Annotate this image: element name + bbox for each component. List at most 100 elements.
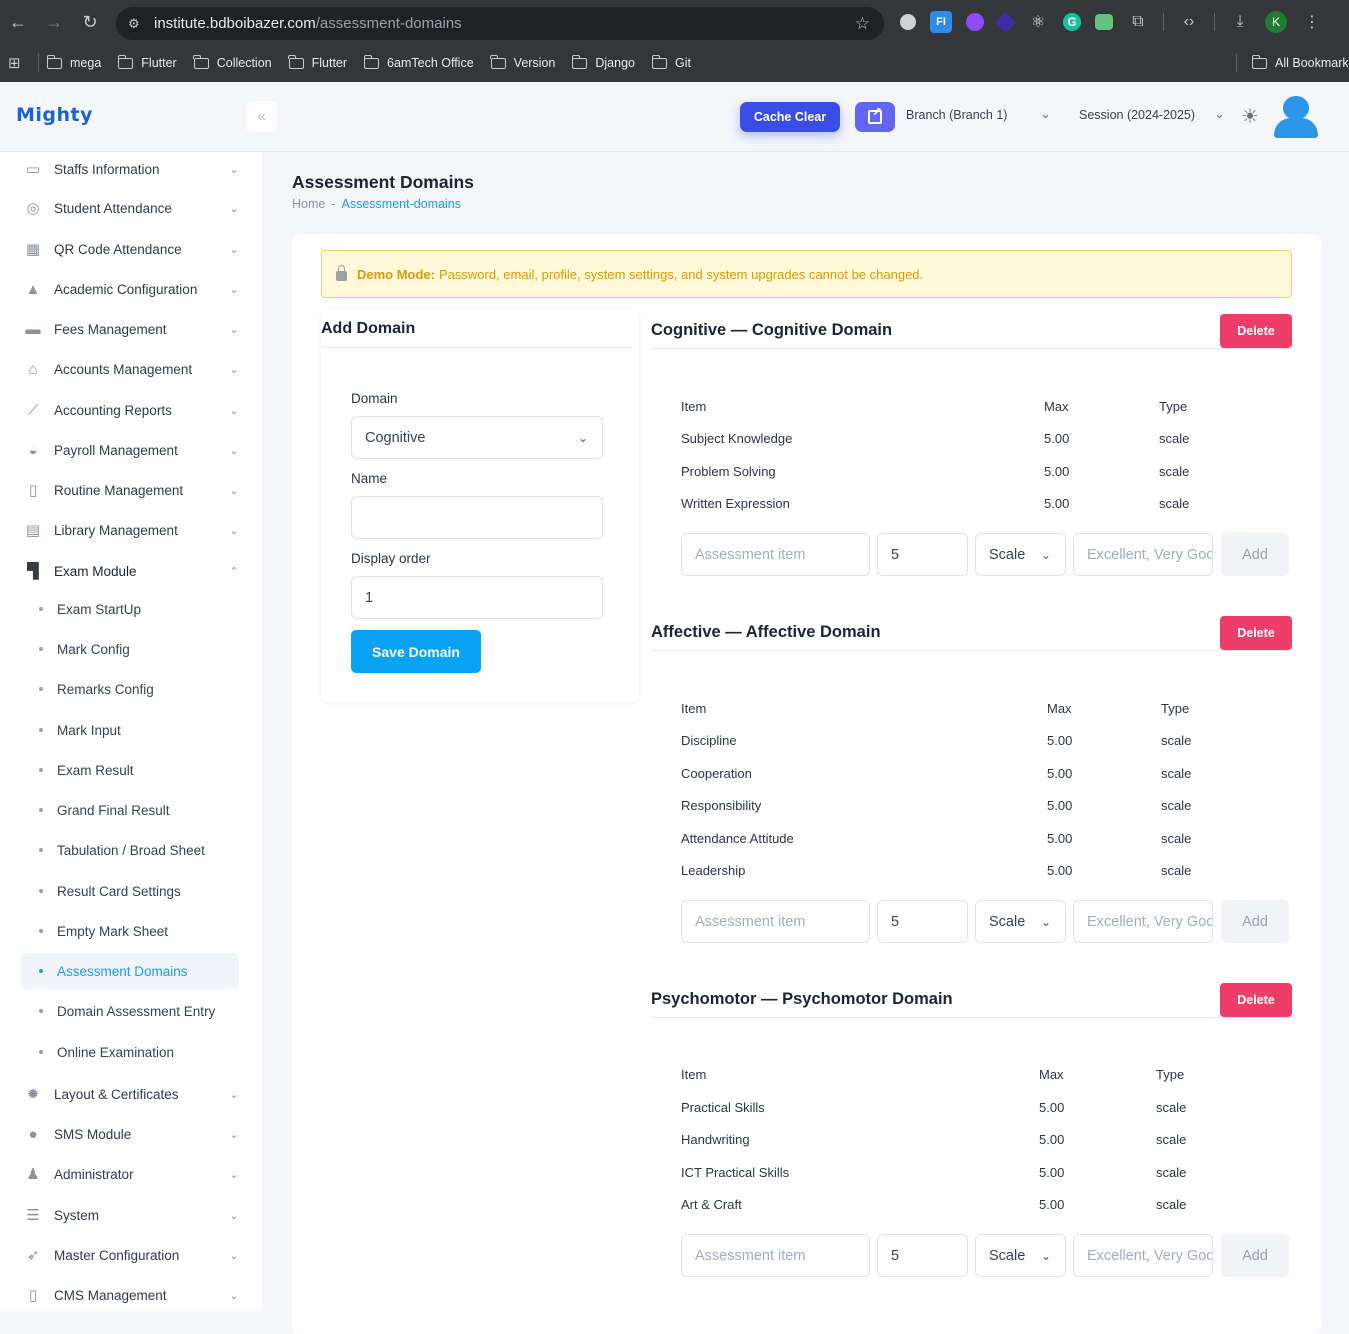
- assessment-item-input[interactable]: Assessment item: [681, 900, 870, 943]
- sidebar-item-label: System: [54, 1207, 100, 1223]
- bookmark-label: Flutter: [311, 56, 348, 70]
- save-domain-button[interactable]: Save Domain: [351, 630, 481, 673]
- devtools-icon[interactable]: ‹›: [1183, 13, 1195, 30]
- sidebar-sub-mark-config[interactable]: Mark Config: [21, 631, 239, 667]
- cell-type: scale: [1161, 798, 1192, 813]
- open-website-button[interactable]: [855, 102, 895, 132]
- options-input[interactable]: Excellent, Very Good: [1073, 533, 1213, 576]
- sidebar-sub-mark-input[interactable]: Mark Input: [21, 712, 239, 748]
- domain-title: Cognitive — Cognitive Domain: [651, 321, 893, 339]
- extension-icon[interactable]: FI: [930, 11, 952, 33]
- bookmark-folder[interactable]: Flutter: [288, 54, 348, 70]
- sidebar-item-accounting-reports[interactable]: ⟋ Accounting Reports ⌄: [22, 395, 242, 425]
- cell-item: Cooperation: [681, 766, 752, 781]
- delete-domain-button[interactable]: Delete: [1220, 314, 1292, 348]
- sidebar-item-academic-configuration[interactable]: ▲ Academic Configuration ⌄: [22, 274, 242, 304]
- sidebar-item-sms-module[interactable]: ● SMS Module ⌄: [22, 1119, 242, 1149]
- extension-icon[interactable]: [966, 13, 984, 31]
- grammarly-icon[interactable]: G: [1063, 13, 1081, 31]
- sun-theme-icon[interactable]: ☀: [1241, 106, 1259, 128]
- name-input[interactable]: [351, 496, 603, 539]
- display-order-input[interactable]: 1: [351, 576, 603, 619]
- sidebar-item-accounts-management[interactable]: ⌂ Accounts Management ⌄: [22, 354, 242, 384]
- sidebar-item-system[interactable]: ☰ System ⌄: [22, 1200, 242, 1230]
- breadcrumb-home[interactable]: Home: [292, 197, 326, 211]
- bookmark-folder[interactable]: mega: [46, 54, 101, 70]
- session-selector[interactable]: Session (2024-2025): [1079, 108, 1196, 122]
- options-input[interactable]: Excellent, Very Good: [1073, 900, 1213, 943]
- assessment-item-input[interactable]: Assessment item: [681, 1234, 870, 1277]
- apps-grid-icon[interactable]: ⊞: [8, 55, 21, 72]
- screenshot-extension-icon[interactable]: [1095, 14, 1113, 30]
- bookmark-folder[interactable]: Flutter: [117, 54, 177, 70]
- add-item-button[interactable]: Add: [1221, 900, 1289, 943]
- type-select[interactable]: Scale ⌄: [975, 1234, 1066, 1277]
- sidebar-item-fees-management[interactable]: ▬ Fees Management ⌄: [22, 314, 242, 344]
- profile-avatar[interactable]: K: [1265, 11, 1287, 33]
- download-icon[interactable]: ⤓: [1236, 13, 1244, 30]
- forward-icon[interactable]: →: [45, 11, 63, 32]
- bullet-dot: [39, 647, 43, 651]
- assessment-item-input[interactable]: Assessment item: [681, 533, 870, 576]
- add-item-button[interactable]: Add: [1221, 1234, 1289, 1277]
- sidebar-sub-exam-result[interactable]: Exam Result: [21, 752, 239, 788]
- bookmark-folder[interactable]: Collection: [193, 54, 272, 70]
- extension-icon[interactable]: [900, 14, 916, 30]
- sidebar-item-master-configuration[interactable]: ➶ Master Configuration ⌄: [22, 1240, 242, 1270]
- options-input[interactable]: Excellent, Very Good: [1073, 1234, 1213, 1277]
- back-icon[interactable]: ←: [9, 11, 27, 32]
- sidebar-item-routine-management[interactable]: ▯ Routine Management ⌄: [22, 475, 242, 505]
- sidebar-item-library-management[interactable]: ▤ Library Management ⌄: [22, 515, 242, 545]
- branch-selector[interactable]: Branch (Branch 1): [906, 108, 1008, 122]
- max-input[interactable]: 5: [877, 1234, 968, 1277]
- bookmark-folder[interactable]: Django: [571, 54, 635, 70]
- delete-domain-button[interactable]: Delete: [1220, 983, 1292, 1017]
- sidebar-sub-exam-startup[interactable]: Exam StartUp: [21, 591, 239, 627]
- sidebar-item-cms-management[interactable]: ▯ CMS Management ⌄: [22, 1280, 242, 1310]
- sidebar-sub-domain-assessment-entry[interactable]: Domain Assessment Entry: [21, 993, 239, 1029]
- sidebar-sub-tabulation[interactable]: Tabulation / Broad Sheet: [21, 832, 239, 868]
- address-bar[interactable]: ⚙ institute.bdboibazer.com/assessment-do…: [116, 7, 884, 40]
- bookmark-folder[interactable]: 6amTech Office: [363, 54, 474, 70]
- max-input[interactable]: 5: [877, 900, 968, 943]
- menu-kebab-icon[interactable]: ⋮: [1304, 14, 1320, 31]
- mighty-logo[interactable]: Mighty: [16, 104, 94, 126]
- sidebar-item-administrator[interactable]: ♟ Administrator ⌄: [22, 1159, 242, 1189]
- bookmark-folder[interactable]: Version: [490, 54, 555, 70]
- add-item-button[interactable]: Add: [1221, 533, 1289, 576]
- react-extension-icon[interactable]: ⚛: [1030, 14, 1046, 31]
- bookmark-folder[interactable]: Git: [651, 54, 691, 70]
- user-avatar[interactable]: [1274, 96, 1318, 138]
- all-bookmarks[interactable]: All Bookmarks: [1251, 44, 1349, 82]
- sidebar-item-qr-code-attendance[interactable]: ▦ QR Code Attendance ⌄: [22, 234, 242, 264]
- column-header-type: Type: [1161, 701, 1190, 716]
- site-settings-icon[interactable]: ⚙: [128, 15, 140, 31]
- collapse-sidebar-button[interactable]: «: [246, 101, 277, 132]
- sidebar-sub-empty-mark-sheet[interactable]: Empty Mark Sheet: [21, 913, 239, 949]
- sidebar-item-payroll-management[interactable]: ◒ Payroll Management ⌄: [22, 435, 242, 465]
- domain-select[interactable]: Cognitive ⌄: [351, 416, 603, 459]
- delete-domain-button[interactable]: Delete: [1220, 616, 1292, 650]
- sidebar-sub-assessment-domains[interactable]: Assessment Domains: [21, 953, 239, 989]
- cache-clear-button[interactable]: Cache Clear: [740, 102, 840, 132]
- sidebar-sub-online-examination[interactable]: Online Examination: [21, 1034, 239, 1070]
- sidebar-sub-grand-final-result[interactable]: Grand Final Result: [21, 792, 239, 828]
- cell-type: scale: [1161, 831, 1192, 846]
- puzzle-extensions-icon[interactable]: ⧉: [1132, 13, 1144, 30]
- sidebar-item-layout-certificates[interactable]: ✹ Layout & Certificates ⌄: [22, 1079, 242, 1109]
- sidebar-item-staffs-information[interactable]: ▭ Staffs Information ⌄: [22, 154, 242, 184]
- column-header-max: Max: [1039, 1067, 1064, 1082]
- type-select[interactable]: Scale ⌄: [975, 900, 1066, 943]
- extension-icon[interactable]: [994, 11, 1017, 33]
- sidebar-item-student-attendance[interactable]: ◎ Student Attendance ⌄: [22, 193, 242, 223]
- sidebar-sub-result-card-settings[interactable]: Result Card Settings: [21, 873, 239, 909]
- sidebar-item-exam-module[interactable]: ▜ Exam Module ⌃: [22, 556, 242, 586]
- sidebar-sub-remarks-config[interactable]: Remarks Config: [21, 671, 239, 707]
- chevron-down-icon[interactable]: ⌄: [1040, 106, 1051, 121]
- column-header-item: Item: [681, 399, 707, 414]
- chevron-down-icon[interactable]: ⌄: [1214, 106, 1225, 121]
- max-input[interactable]: 5: [877, 533, 968, 576]
- bookmark-star-icon[interactable]: ☆: [854, 13, 870, 33]
- type-select[interactable]: Scale ⌄: [975, 533, 1066, 576]
- reload-icon[interactable]: ↻: [82, 11, 98, 32]
